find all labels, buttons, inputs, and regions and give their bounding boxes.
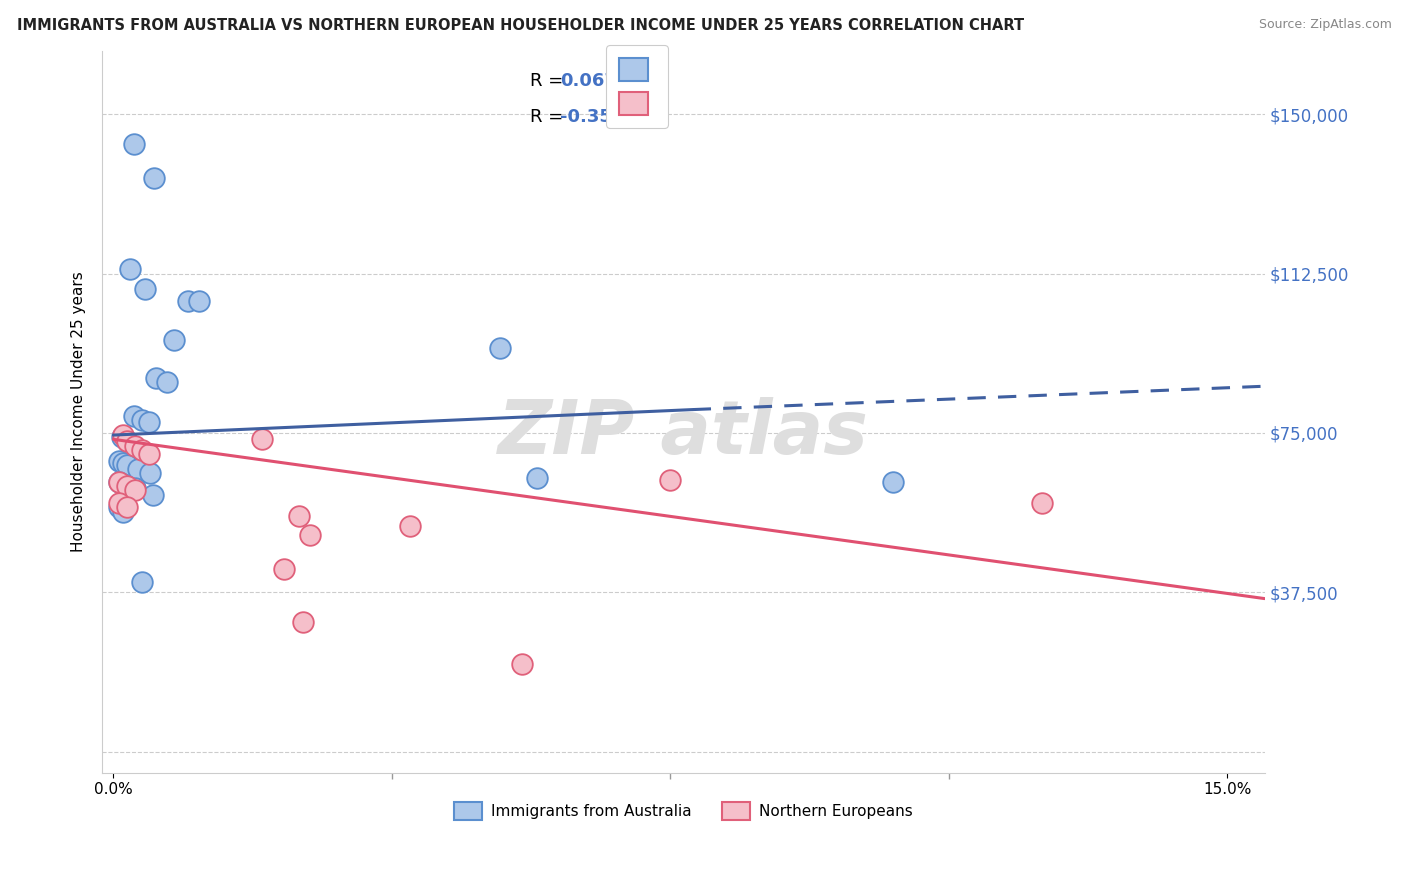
Point bbox=[124, 483, 146, 498]
Point bbox=[138, 415, 160, 429]
Point bbox=[111, 504, 134, 518]
Point bbox=[124, 481, 146, 495]
Point bbox=[526, 470, 548, 484]
Y-axis label: Householder Income Under 25 years: Householder Income Under 25 years bbox=[72, 271, 86, 552]
Point bbox=[187, 294, 209, 309]
Point bbox=[108, 475, 131, 489]
Text: R =: R = bbox=[530, 72, 569, 90]
Point bbox=[139, 467, 162, 481]
Point bbox=[120, 439, 142, 453]
Point bbox=[117, 500, 139, 515]
Text: R =: R = bbox=[530, 109, 569, 127]
Point bbox=[143, 171, 166, 186]
Text: ZIP atlas: ZIP atlas bbox=[498, 397, 869, 470]
Point bbox=[176, 294, 198, 309]
Point bbox=[510, 657, 533, 672]
Text: N =: N = bbox=[606, 109, 647, 127]
Point bbox=[131, 574, 153, 589]
Point bbox=[122, 409, 145, 423]
Point bbox=[163, 333, 186, 347]
Text: 0.067: 0.067 bbox=[560, 72, 617, 90]
Point bbox=[117, 434, 139, 449]
Point bbox=[291, 615, 314, 629]
Point bbox=[108, 500, 131, 515]
Point bbox=[134, 281, 156, 295]
Text: 14: 14 bbox=[634, 109, 659, 127]
Text: N =: N = bbox=[606, 72, 647, 90]
Point bbox=[882, 475, 904, 489]
Point bbox=[111, 430, 134, 444]
Point bbox=[108, 453, 131, 467]
Point bbox=[127, 462, 149, 476]
Legend: Immigrants from Australia, Northern Europeans: Immigrants from Australia, Northern Euro… bbox=[449, 796, 918, 827]
Point bbox=[111, 456, 134, 470]
Point bbox=[122, 137, 145, 152]
Point bbox=[108, 496, 131, 510]
Point bbox=[299, 528, 322, 542]
Text: -0.350: -0.350 bbox=[560, 109, 624, 127]
Point bbox=[659, 473, 682, 487]
Point bbox=[117, 479, 139, 493]
Point bbox=[108, 475, 131, 489]
Point bbox=[115, 434, 138, 449]
Point bbox=[488, 341, 510, 355]
Text: IMMIGRANTS FROM AUSTRALIA VS NORTHERN EUROPEAN HOUSEHOLDER INCOME UNDER 25 YEARS: IMMIGRANTS FROM AUSTRALIA VS NORTHERN EU… bbox=[17, 18, 1024, 33]
Point bbox=[145, 370, 167, 384]
Point bbox=[118, 262, 141, 277]
Text: Source: ZipAtlas.com: Source: ZipAtlas.com bbox=[1258, 18, 1392, 31]
Point bbox=[111, 428, 134, 442]
Text: 32: 32 bbox=[634, 72, 659, 90]
Point bbox=[131, 413, 153, 427]
Point bbox=[399, 519, 422, 533]
Point bbox=[124, 439, 146, 453]
Point bbox=[117, 458, 139, 472]
Point bbox=[156, 375, 179, 389]
Point bbox=[250, 433, 273, 447]
Point bbox=[288, 508, 311, 523]
Point bbox=[138, 447, 160, 461]
Point bbox=[117, 479, 139, 493]
Point bbox=[273, 562, 295, 576]
Point bbox=[142, 487, 165, 501]
Point bbox=[131, 442, 153, 457]
Point bbox=[111, 477, 134, 491]
Point bbox=[1031, 496, 1053, 510]
